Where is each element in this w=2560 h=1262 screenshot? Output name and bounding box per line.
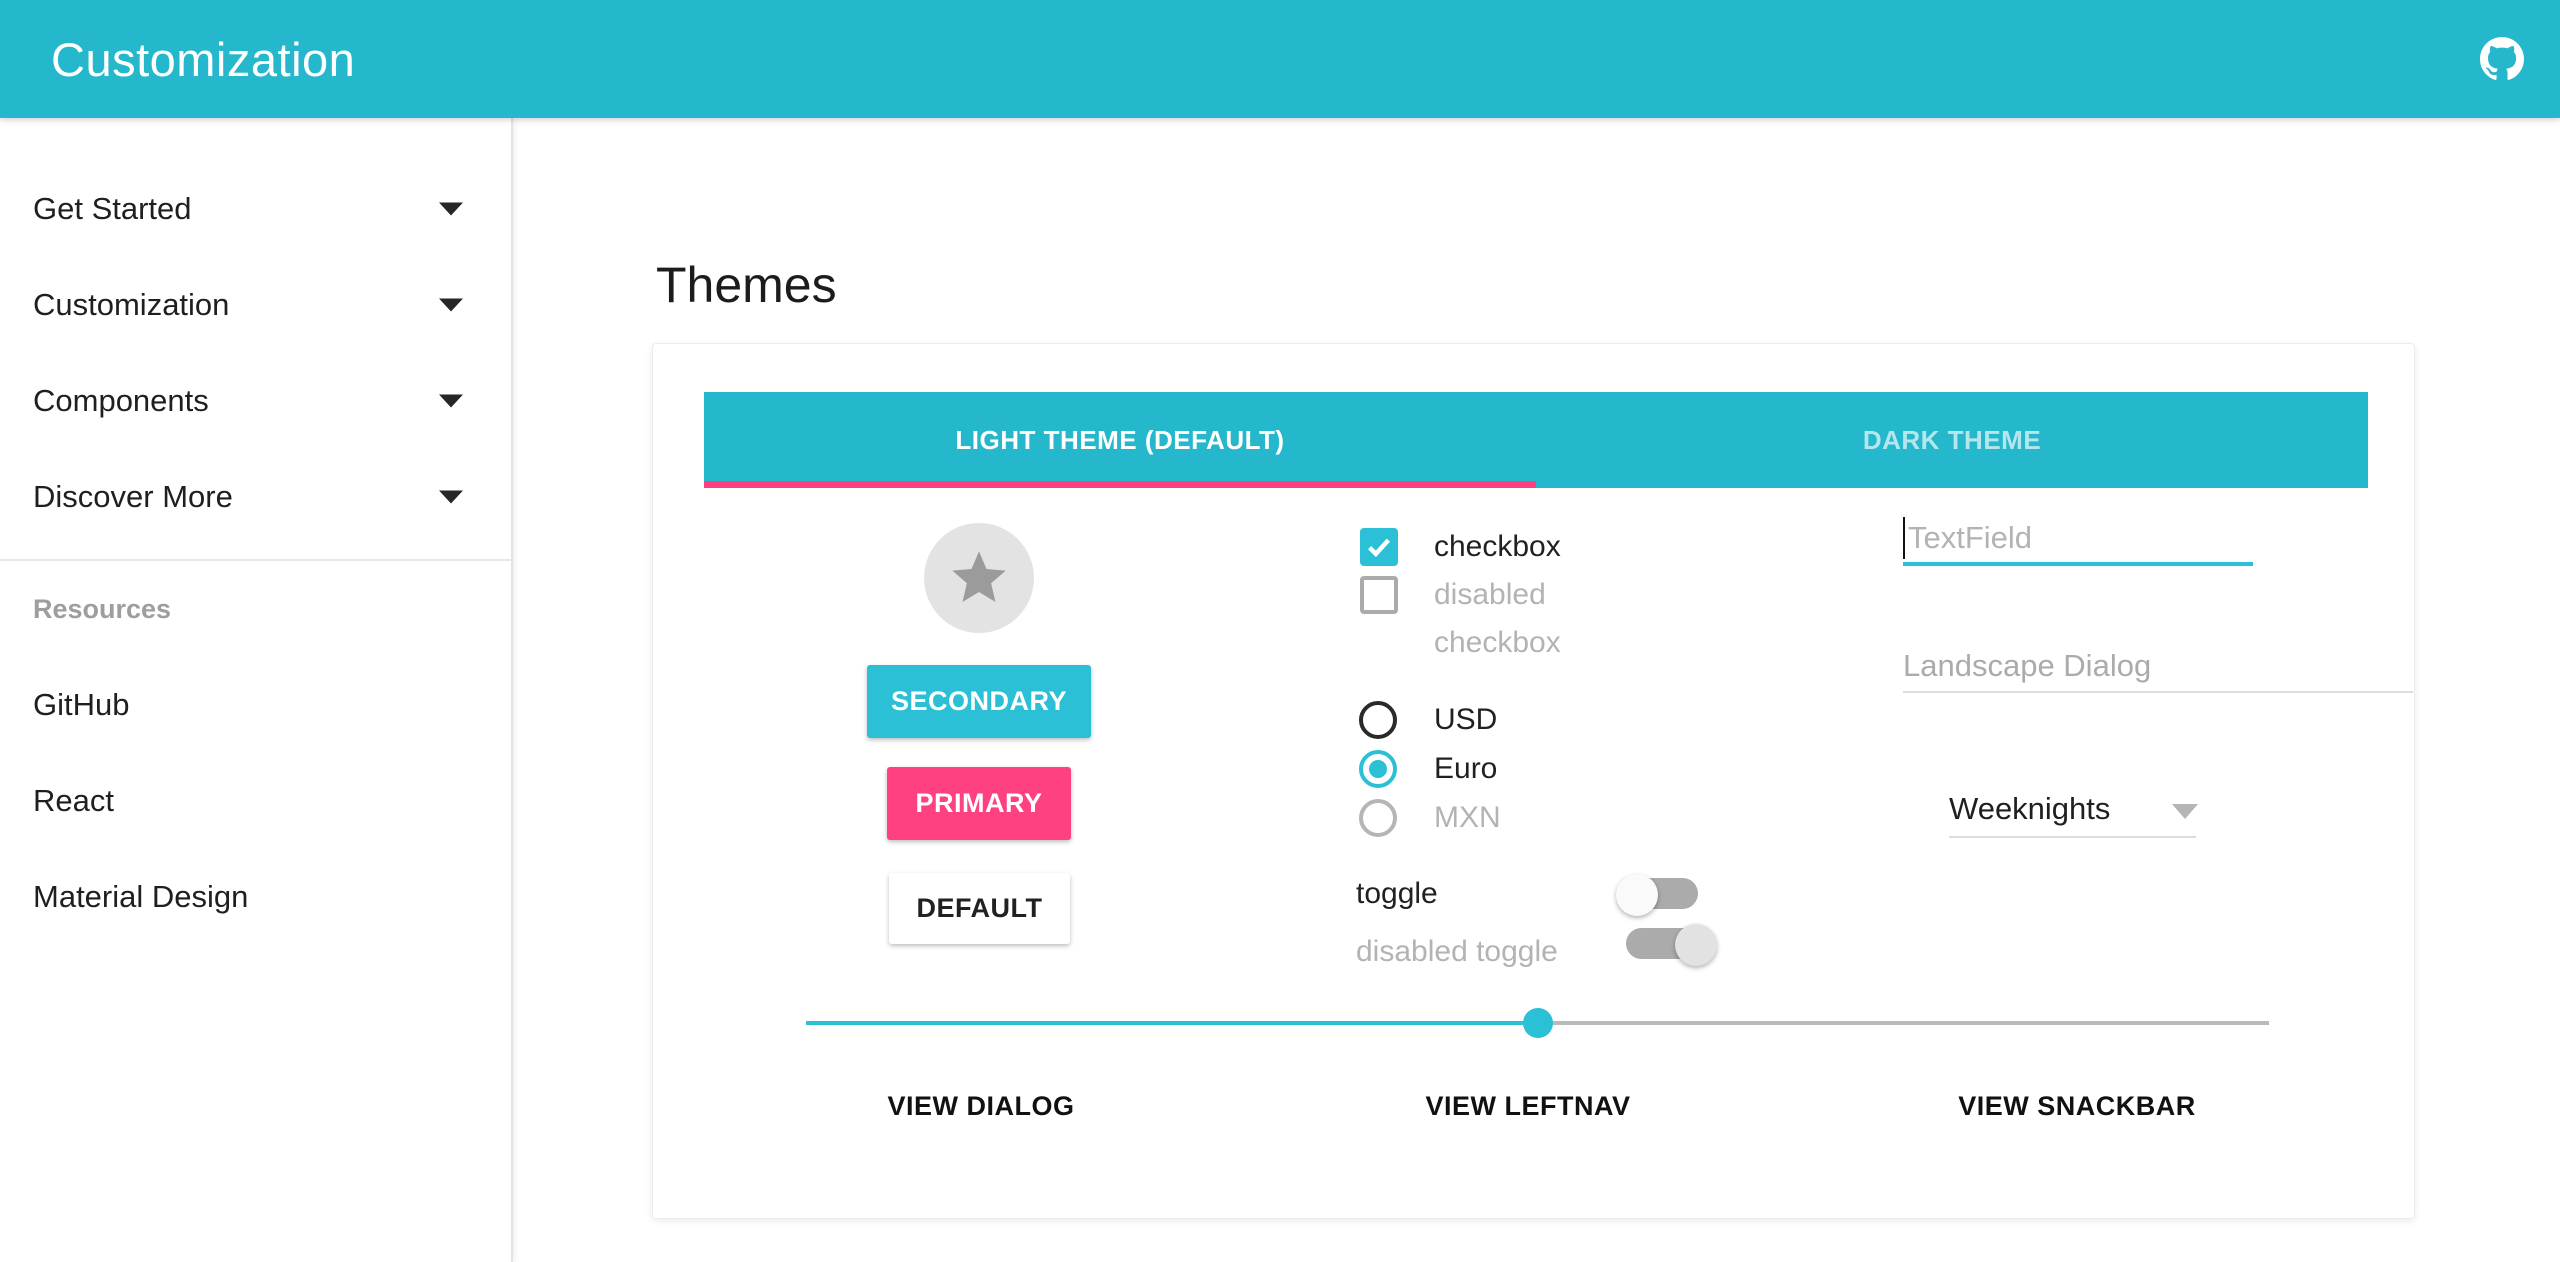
tab-bar: LIGHT THEME (DEFAULT) DARK THEME [704,392,2368,488]
chevron-down-icon [439,394,463,408]
sidebar-item-get-started[interactable]: Get Started [0,161,511,257]
landscape-dialog-placeholder: Landscape Dialog [1903,648,2152,683]
text-caret [1903,517,1905,559]
chevron-down-icon [439,202,463,216]
view-leftnav-button[interactable]: VIEW LEFTNAV [1408,1082,1649,1130]
sidebar-item-customization[interactable]: Customization [0,257,511,353]
sidebar-item-components[interactable]: Components [0,353,511,449]
sidebar: Get Started Customization Components Dis… [0,118,513,1262]
sidebar-link-github[interactable]: GitHub [33,687,130,722]
view-dialog-button[interactable]: VIEW DIALOG [870,1082,1093,1130]
themes-demo-card: LIGHT THEME (DEFAULT) DARK THEME SECONDA… [652,343,2415,1219]
weeknights-dropdown[interactable]: Weeknights [1949,784,2198,838]
sidebar-item-discover-more[interactable]: Discover More [0,449,511,545]
dropdown-value: Weeknights [1949,791,2111,826]
default-button[interactable]: DEFAULT [889,873,1070,944]
checkbox-disabled [1360,576,1398,614]
avatar [924,523,1034,633]
text-field-placeholder: TextField [1908,520,2033,555]
app-bar: Customization [0,0,2560,118]
dropdown-arrow-icon [2172,804,2198,819]
app-title: Customization [51,32,356,86]
toggle-switch[interactable] [1616,874,1705,916]
toggle-label: toggle [1356,877,1438,910]
sidebar-section-resources: Resources [33,593,172,624]
checkbox-label: checkbox [1434,530,1561,563]
page-title: Themes [656,257,837,313]
sidebar-item-label: Components [33,383,209,418]
view-snackbar-button[interactable]: VIEW SNACKBAR [1940,1082,2214,1130]
checkbox-checked[interactable] [1360,528,1398,566]
radio-usd[interactable] [1359,701,1397,739]
star-icon [952,551,1006,602]
github-icon[interactable] [2480,37,2524,81]
text-field[interactable]: TextField [1903,512,2253,566]
sidebar-item-label: Discover More [33,479,233,514]
chevron-down-icon [439,490,463,504]
sidebar-divider [0,559,511,561]
radio-mxn [1359,799,1397,837]
landscape-dialog-field[interactable]: Landscape Dialog [1903,641,2413,693]
slider[interactable] [806,1008,2269,1038]
tab-dark-theme[interactable]: DARK THEME [1862,424,2042,455]
radio-euro-label: Euro [1434,752,1498,785]
radio-mxn-label: MXN [1434,801,1501,834]
secondary-button[interactable]: SECONDARY [867,665,1091,738]
disabled-toggle-switch [1621,924,1717,966]
sidebar-item-label: Customization [33,287,230,322]
tab-indicator [704,481,1536,488]
radio-usd-label: USD [1434,703,1498,736]
check-icon [1368,538,1391,558]
radio-euro[interactable] [1359,750,1397,788]
toggle-thumb [1675,924,1717,966]
sidebar-link-material-design[interactable]: Material Design [33,879,249,914]
disabled-checkbox-label: disabled checkbox [1434,578,1561,659]
chevron-down-icon [439,298,463,312]
tab-light-theme[interactable]: LIGHT THEME (DEFAULT) [955,424,1285,455]
slider-thumb[interactable] [1522,1008,1553,1038]
sidebar-link-react[interactable]: React [33,783,114,818]
disabled-toggle-label: disabled toggle [1356,935,1558,968]
toggle-thumb[interactable] [1616,874,1658,916]
slider-fill [806,1021,1538,1025]
sidebar-item-label: Get Started [33,191,192,226]
primary-button[interactable]: PRIMARY [887,767,1071,840]
